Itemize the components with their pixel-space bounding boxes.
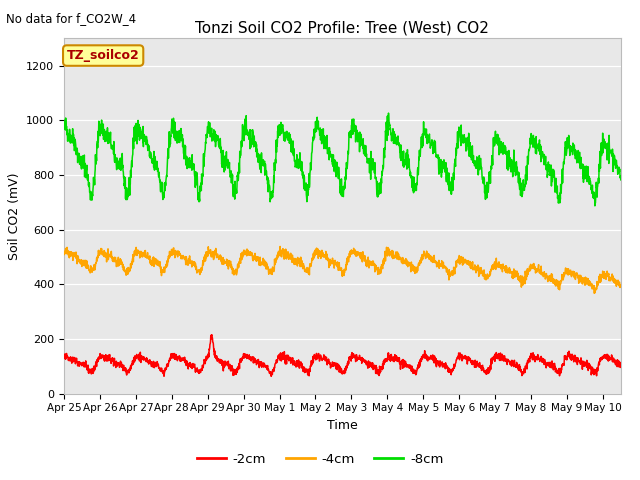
Text: No data for f_CO2W_4: No data for f_CO2W_4: [6, 12, 136, 25]
Text: TZ_soilco2: TZ_soilco2: [67, 49, 140, 62]
X-axis label: Time: Time: [327, 419, 358, 432]
Title: Tonzi Soil CO2 Profile: Tree (West) CO2: Tonzi Soil CO2 Profile: Tree (West) CO2: [195, 21, 490, 36]
Legend: -2cm, -4cm, -8cm: -2cm, -4cm, -8cm: [191, 447, 449, 471]
Y-axis label: Soil CO2 (mV): Soil CO2 (mV): [8, 172, 20, 260]
